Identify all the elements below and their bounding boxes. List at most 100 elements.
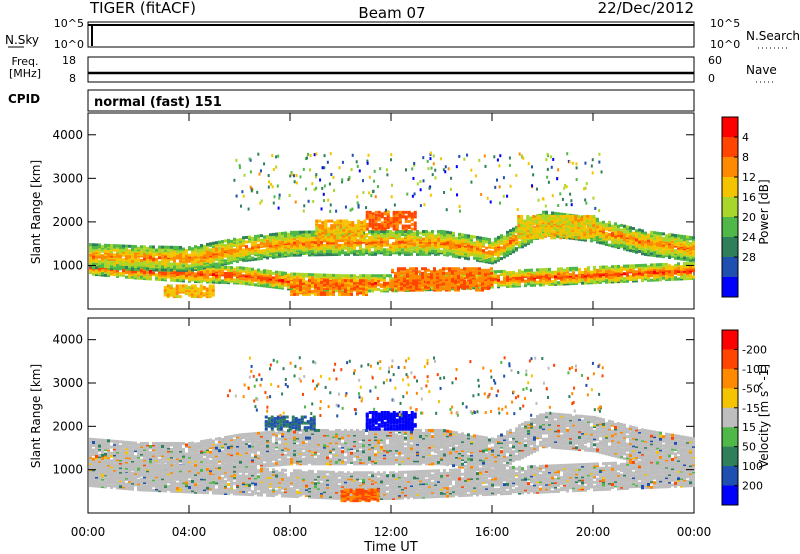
heatmap-cell bbox=[635, 233, 638, 237]
heatmap-cell bbox=[482, 255, 485, 259]
heatmap-cell bbox=[527, 268, 530, 272]
heatmap-cell bbox=[427, 276, 430, 280]
heatmap-cell bbox=[391, 279, 394, 283]
heatmap-cell bbox=[686, 240, 689, 244]
heatmap-cell bbox=[608, 222, 611, 226]
heatmap-cell bbox=[412, 271, 415, 275]
heatmap-cell bbox=[113, 256, 116, 260]
heatmap-cell bbox=[200, 274, 203, 278]
heatmap-cell bbox=[620, 267, 623, 271]
heatmap-cell bbox=[318, 224, 322, 228]
heatmap-cell bbox=[454, 276, 457, 280]
heatmap-cell bbox=[611, 227, 614, 231]
heatmap-cell bbox=[590, 276, 593, 280]
heatmap-cell bbox=[224, 250, 227, 254]
heatmap-cell bbox=[461, 251, 464, 255]
heatmap-cell bbox=[260, 257, 263, 261]
heatmap-cell bbox=[677, 263, 680, 267]
heatmap-cell bbox=[497, 235, 500, 239]
heatmap-cell bbox=[557, 233, 560, 237]
heatmap-cell bbox=[689, 277, 692, 281]
heatmap-cell bbox=[242, 268, 245, 272]
heatmap-cell bbox=[209, 259, 212, 263]
heatmap-cell bbox=[233, 254, 236, 258]
heatmap-cell bbox=[266, 250, 269, 254]
heatmap-cell bbox=[167, 270, 170, 274]
heatmap-cell bbox=[248, 253, 251, 257]
heatmap-cell bbox=[653, 264, 656, 268]
heatmap-cell bbox=[554, 272, 557, 276]
heatmap-cell bbox=[194, 273, 197, 277]
heatmap-cell bbox=[440, 229, 443, 233]
heatmap-cell bbox=[110, 271, 113, 275]
heatmap-cell bbox=[357, 225, 361, 229]
heatmap-cell bbox=[449, 246, 452, 250]
heatmap-cell bbox=[476, 249, 479, 253]
heatmap-cell bbox=[281, 242, 284, 246]
heatmap-cell bbox=[368, 223, 372, 227]
heatmap-cell bbox=[89, 243, 92, 247]
heatmap-cell bbox=[137, 254, 140, 258]
heatmap-cell bbox=[200, 262, 203, 266]
heatmap-cell bbox=[512, 280, 515, 284]
heatmap-cell bbox=[659, 264, 662, 268]
heatmap-cell bbox=[329, 248, 332, 252]
heatmap-cell bbox=[275, 249, 278, 253]
heatmap-cell bbox=[448, 288, 451, 292]
heatmap-cell bbox=[614, 243, 617, 247]
heatmap-cell bbox=[318, 225, 322, 229]
heatmap-cell bbox=[266, 274, 269, 278]
heatmap-cell bbox=[248, 237, 251, 241]
heatmap-cell bbox=[269, 243, 272, 247]
heatmap-cell bbox=[536, 224, 539, 228]
heatmap-cell bbox=[371, 237, 374, 241]
heatmap-cell bbox=[545, 277, 548, 281]
heatmap-cell bbox=[620, 275, 623, 279]
heatmap-cell bbox=[296, 249, 299, 253]
heatmap-cell bbox=[671, 241, 674, 245]
heatmap-cell bbox=[680, 257, 683, 261]
heatmap-cell bbox=[272, 249, 275, 253]
heatmap-cell bbox=[365, 286, 368, 290]
heatmap-cell bbox=[410, 236, 413, 240]
heatmap-cell bbox=[644, 252, 647, 256]
heatmap-cell bbox=[415, 267, 418, 271]
heatmap-cell bbox=[251, 244, 254, 248]
heatmap-cell bbox=[176, 277, 179, 281]
heatmap-cell bbox=[512, 281, 515, 285]
heatmap-cell bbox=[251, 278, 254, 282]
heatmap-cell bbox=[101, 258, 104, 262]
heatmap-cell bbox=[418, 280, 421, 284]
heatmap-cell bbox=[272, 255, 275, 259]
heatmap-cell bbox=[311, 276, 314, 280]
heatmap-cell bbox=[424, 270, 427, 274]
heatmap-cell bbox=[500, 238, 503, 242]
heatmap-cell bbox=[446, 253, 449, 257]
heatmap-cell bbox=[215, 273, 218, 277]
heatmap-cell bbox=[620, 245, 623, 249]
heatmap-cell bbox=[437, 248, 440, 252]
heatmap-cell bbox=[338, 275, 341, 279]
heatmap-cell bbox=[272, 235, 275, 239]
heatmap-cell bbox=[107, 253, 110, 257]
heatmap-cell bbox=[626, 239, 629, 243]
heatmap-cell bbox=[677, 254, 680, 258]
heatmap-cell bbox=[185, 256, 188, 260]
heatmap-cell bbox=[389, 218, 393, 222]
heatmap-cell bbox=[515, 281, 518, 285]
heatmap-cell bbox=[455, 255, 458, 259]
heatmap-cell bbox=[488, 251, 491, 255]
heatmap-cell bbox=[434, 251, 437, 255]
heatmap-cell bbox=[116, 262, 119, 266]
heatmap-cell bbox=[497, 246, 500, 250]
heatmap-cell bbox=[680, 274, 683, 278]
heatmap-cell bbox=[200, 253, 203, 257]
heatmap-cell bbox=[371, 286, 374, 290]
heatmap-cell bbox=[263, 238, 266, 242]
heatmap-cell bbox=[146, 263, 149, 267]
heatmap-cell bbox=[371, 236, 374, 240]
heatmap-cell bbox=[368, 215, 372, 219]
heatmap-cell bbox=[338, 252, 341, 256]
heatmap-cell bbox=[380, 283, 383, 287]
heatmap-cell bbox=[466, 282, 469, 286]
